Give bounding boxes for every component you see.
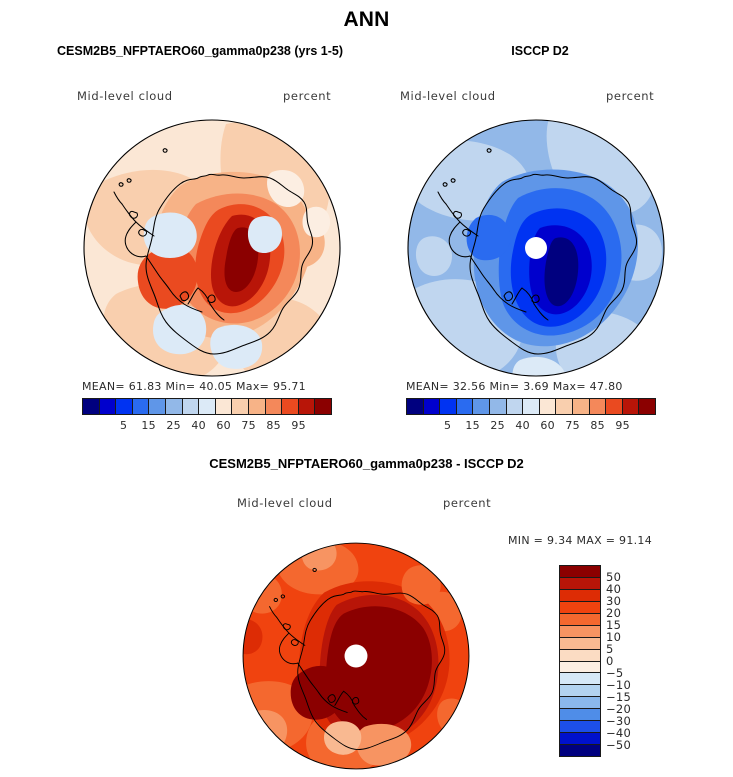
cbar-tick-test-0: 5 (120, 419, 128, 432)
cbar-tick-diff-13: −40 (606, 726, 632, 740)
panel-units-label-diff: percent (443, 496, 492, 510)
figure-main-title: ANN (343, 8, 390, 31)
cbar-tick-diff-14: −50 (606, 738, 632, 752)
globe-outline-diff (242, 542, 470, 770)
panel-title-obs: ISCCP D2 (511, 44, 569, 58)
map-svg-diff (242, 542, 470, 770)
cbar-tick-diff-10: −15 (606, 690, 632, 704)
cbar-tick-diff-4: 15 (606, 618, 622, 632)
colorbar-labels-obs: 5 15 25 40 60 75 85 95 (406, 419, 656, 433)
cbar-tick-diff-11: −20 (606, 702, 632, 716)
cbar-tick-diff-9: −10 (606, 678, 632, 692)
colorbar-labels-test: 5 15 25 40 60 75 85 95 (82, 419, 332, 433)
cbar-tick-diff-8: −5 (606, 666, 624, 680)
panel-stats-diff: MIN = 9.34 MAX = 91.14 (508, 534, 653, 547)
cbar-tick-test-4: 60 (216, 419, 231, 432)
cbar-tick-obs-3: 40 (515, 419, 530, 432)
panel-stats-obs: MEAN= 32.56 Min= 3.69 Max= 47.80 (406, 380, 623, 393)
cbar-tick-obs-4: 60 (540, 419, 555, 432)
map-svg-obs (407, 119, 665, 377)
colorbar-obs (406, 398, 656, 415)
cbar-tick-obs-1: 15 (465, 419, 480, 432)
cbar-tick-obs-0: 5 (444, 419, 452, 432)
pole-mask-obs (525, 237, 547, 259)
panel-units-label-test: percent (283, 89, 332, 103)
cbar-tick-obs-7: 95 (615, 419, 630, 432)
cbar-tick-obs-2: 25 (490, 419, 505, 432)
panel-units-label-obs: percent (606, 89, 655, 103)
cbar-tick-test-3: 40 (191, 419, 206, 432)
map-panel-diff (236, 536, 476, 776)
cbar-tick-diff-5: 10 (606, 630, 622, 644)
colorbar-labels-diff: 50 40 30 20 15 10 5 0 −5 −10 −15 −20 −30… (606, 565, 652, 757)
map-data-layer-test (84, 120, 340, 376)
colorbar-test (82, 398, 332, 415)
panel-title-test: CESM2B5_NFPTAERO60_gamma0p238 (yrs 1-5) (57, 44, 343, 58)
panel-variable-label-test: Mid-level cloud (77, 89, 173, 103)
cbar-tick-diff-7: 0 (606, 654, 614, 668)
cbar-tick-obs-5: 75 (565, 419, 580, 432)
cbar-tick-diff-12: −30 (606, 714, 632, 728)
globe-outline-test (83, 119, 341, 377)
cbar-tick-diff-3: 20 (606, 606, 622, 620)
map-panel-test (76, 112, 348, 384)
panel-variable-label-diff: Mid-level cloud (237, 496, 333, 510)
panel-stats-test: MEAN= 61.83 Min= 40.05 Max= 95.71 (82, 380, 306, 393)
cbar-tick-diff-0: 50 (606, 570, 622, 584)
cbar-tick-diff-1: 40 (606, 582, 622, 596)
cbar-tick-test-2: 25 (166, 419, 181, 432)
cbar-tick-obs-6: 85 (590, 419, 605, 432)
panel-variable-label-obs: Mid-level cloud (400, 89, 496, 103)
antarctica-coastline-test (113, 148, 314, 355)
map-svg-test (83, 119, 341, 377)
cbar-tick-test-6: 85 (266, 419, 281, 432)
cbar-tick-test-7: 95 (291, 419, 306, 432)
globe-outline-obs (407, 119, 665, 377)
cbar-tick-test-1: 15 (141, 419, 156, 432)
pole-mask-diff (344, 644, 368, 668)
cbar-tick-diff-2: 30 (606, 594, 622, 608)
map-panel-obs (400, 112, 672, 384)
antarctica-coastline-obs (437, 148, 638, 355)
antarctica-coastline-diff (269, 567, 446, 750)
colorbar-diff (559, 565, 601, 757)
cbar-tick-test-5: 75 (241, 419, 256, 432)
cbar-tick-diff-6: 5 (606, 642, 614, 656)
panel-title-diff: CESM2B5_NFPTAERO60_gamma0p238 - ISCCP D2 (209, 456, 524, 471)
